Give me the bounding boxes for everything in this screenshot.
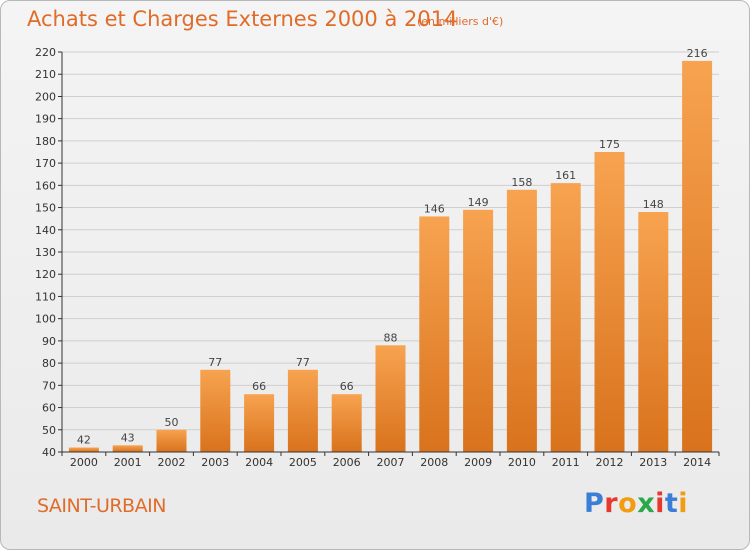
y-tick-label: 150 xyxy=(35,202,56,215)
bar-2009 xyxy=(463,209,494,452)
bar-value-label: 216 xyxy=(687,47,708,60)
logo-letter: r xyxy=(604,488,619,519)
y-tick-label: 90 xyxy=(42,335,56,348)
axes xyxy=(61,52,719,453)
bar-value-label: 66 xyxy=(252,380,266,393)
bar-2011 xyxy=(550,183,581,452)
bar-value-label: 148 xyxy=(643,198,664,211)
x-tick-label: 2000 xyxy=(70,456,98,469)
x-tick-label: 2007 xyxy=(377,456,405,469)
bar-value-label: 66 xyxy=(340,380,354,393)
bar-2014 xyxy=(682,60,713,453)
bar-2000 xyxy=(68,447,99,452)
bar-2005 xyxy=(287,369,318,452)
x-tick-label: 2014 xyxy=(683,456,711,469)
x-axis-ticks: 2000 2001 2002 2003 2004 2005 2006 2007 2008 2009… xyxy=(61,452,720,469)
x-tick-label: 2003 xyxy=(201,456,229,469)
x-tick-label: 2008 xyxy=(420,456,448,469)
logo-letter: o xyxy=(618,488,638,519)
y-tick-label: 60 xyxy=(42,402,56,415)
x-tick-label: 2005 xyxy=(289,456,317,469)
bar-value-label: 77 xyxy=(208,356,222,369)
commune-name: SAINT-URBAIN xyxy=(37,495,166,517)
y-tick-label: 70 xyxy=(42,379,56,392)
y-tick-label: 130 xyxy=(35,246,56,259)
y-tick-label: 140 xyxy=(35,224,56,237)
logo-letter: P xyxy=(584,488,605,519)
x-tick-label: 2010 xyxy=(508,456,536,469)
y-tick-label: 170 xyxy=(35,157,56,170)
bar-value-label: 43 xyxy=(121,431,135,444)
y-tick-label: 40 xyxy=(42,446,56,459)
bar-value-label: 88 xyxy=(384,331,398,344)
x-tick-label: 2012 xyxy=(596,456,624,469)
y-tick-label: 50 xyxy=(42,424,56,437)
chart-subtitle: (en milliers d'€) xyxy=(417,15,504,28)
y-tick-label: 100 xyxy=(35,313,56,326)
bars xyxy=(68,60,713,453)
y-tick-label: 80 xyxy=(42,357,56,370)
bar-value-label: 42 xyxy=(77,434,91,447)
x-tick-label: 2011 xyxy=(552,456,580,469)
logo-letter: i xyxy=(678,488,689,519)
logo-letter: t xyxy=(664,488,679,519)
y-tick-label: 120 xyxy=(35,268,56,281)
x-tick-label: 2006 xyxy=(333,456,361,469)
x-tick-label: 2001 xyxy=(114,456,142,469)
bar-2008 xyxy=(419,216,450,452)
bar-2001 xyxy=(112,445,143,452)
y-tick-label: 160 xyxy=(35,179,56,192)
y-axis-ticks: 40 50 60 70 80 90 100 110 120 130 140 150 160 170 180 1… xyxy=(35,46,62,459)
y-tick-label: 210 xyxy=(35,68,56,81)
bar-value-label: 161 xyxy=(555,169,576,182)
bar-2007 xyxy=(375,345,406,452)
bar-value-label: 149 xyxy=(468,196,489,209)
logo-letter: i xyxy=(655,488,665,519)
x-tick-label: 2009 xyxy=(464,456,492,469)
bar-2012 xyxy=(594,152,625,452)
y-tick-label: 190 xyxy=(35,113,56,126)
y-tick-label: 220 xyxy=(35,46,56,59)
bar-value-labels: 42 43 50 77 66 77 66 88 146 149 158 161 175 148 216 xyxy=(77,47,708,447)
bar-2003 xyxy=(200,369,231,452)
x-tick-label: 2002 xyxy=(158,456,186,469)
y-tick-label: 180 xyxy=(35,135,56,148)
bar-2006 xyxy=(331,394,362,452)
bar-value-label: 146 xyxy=(424,202,445,215)
bar-2004 xyxy=(244,394,275,452)
proxiti-logo: Proxiti xyxy=(584,488,688,519)
bar-2002 xyxy=(156,429,187,452)
y-tick-label: 200 xyxy=(35,90,56,103)
bar-value-label: 175 xyxy=(599,138,620,151)
bar-2013 xyxy=(638,212,669,452)
bar-2010 xyxy=(506,189,537,452)
x-tick-label: 2013 xyxy=(639,456,667,469)
y-tick-label: 110 xyxy=(35,290,56,303)
bar-value-label: 158 xyxy=(511,176,532,189)
bar-value-label: 77 xyxy=(296,356,310,369)
x-tick-label: 2004 xyxy=(245,456,273,469)
logo-letter: x xyxy=(637,488,656,519)
chart-title: Achats et Charges Externes 2000 à 2014 xyxy=(27,7,458,31)
bar-value-label: 50 xyxy=(165,416,179,429)
